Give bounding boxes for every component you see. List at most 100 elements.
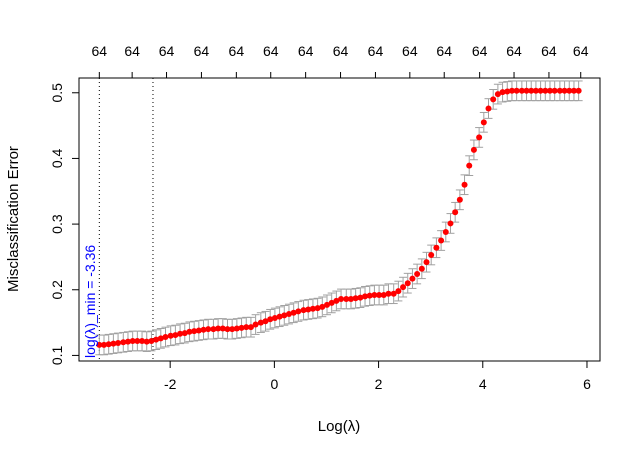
y-tick-label: 0.1 [49, 345, 65, 365]
data-point [300, 307, 307, 314]
top-tick-label: 64 [298, 43, 314, 59]
data-point [271, 314, 278, 321]
data-point [476, 134, 483, 141]
data-point [139, 337, 146, 344]
data-point [456, 196, 463, 203]
data-point [461, 181, 468, 188]
top-tick-label: 64 [229, 43, 245, 59]
top-tick-label: 64 [333, 43, 349, 59]
data-point [323, 301, 330, 308]
y-tick-label: 0.5 [49, 83, 65, 103]
data-point [357, 294, 364, 301]
error-bars [95, 80, 583, 356]
data-point [504, 88, 511, 95]
x-tick-label: -2 [164, 376, 177, 392]
data-point [257, 319, 264, 326]
data-point [238, 324, 245, 331]
lambda-min-annotation: log(λ)_min = -3.36 [82, 245, 98, 358]
data-point [508, 87, 515, 94]
data-point [153, 336, 160, 343]
x-tick-label: 0 [270, 376, 278, 392]
data-point [224, 326, 231, 333]
data-point [570, 87, 577, 94]
data-point [537, 87, 544, 94]
x-tick-label: 2 [375, 376, 383, 392]
data-point [276, 313, 283, 320]
top-tick-label: 64 [124, 43, 140, 59]
data-point [390, 290, 397, 297]
data-point [219, 325, 226, 332]
data-point [338, 295, 345, 302]
data-point [195, 327, 202, 334]
y-tick-label: 0.3 [49, 214, 65, 234]
data-point [333, 297, 340, 304]
data-point [328, 299, 335, 306]
top-tick-label: 64 [541, 43, 557, 59]
data-point [172, 332, 179, 339]
x-tick-label: 6 [583, 376, 591, 392]
data-point [191, 328, 198, 335]
plot-frame [78, 77, 601, 362]
data-point [518, 87, 525, 94]
data-point [143, 338, 150, 345]
data-point [295, 308, 302, 315]
data-point [252, 321, 259, 328]
reference-lines [98, 78, 154, 361]
data-point [347, 295, 354, 302]
y-tick-label: 0.2 [49, 280, 65, 300]
data-point [452, 209, 459, 216]
data-point [229, 326, 236, 333]
data-point [433, 244, 440, 251]
data-point [120, 339, 127, 346]
data-point [366, 292, 373, 299]
data-point [210, 326, 217, 333]
data-point [352, 295, 359, 302]
data-point [101, 341, 108, 348]
data-point [200, 326, 207, 333]
data-point [167, 332, 174, 339]
data-point [566, 87, 573, 94]
data-point [385, 290, 392, 297]
data-point [96, 341, 103, 348]
y-axis-label: Misclassification Error [5, 146, 22, 292]
data-point [243, 324, 250, 331]
data-point [428, 251, 435, 258]
data-point [575, 87, 582, 94]
data-point [423, 259, 430, 266]
data-point [438, 237, 445, 244]
data-point [561, 87, 568, 94]
data-point [532, 87, 539, 94]
data-point [267, 316, 274, 323]
top-tick-label: 64 [402, 43, 418, 59]
data-point [262, 318, 269, 325]
data-point [362, 293, 369, 300]
data-point [177, 330, 184, 337]
y-tick-label: 0.4 [49, 148, 65, 168]
top-tick-label: 64 [263, 43, 279, 59]
top-tick-label: 64 [436, 43, 452, 59]
data-point [124, 338, 131, 345]
data-point [314, 305, 321, 312]
top-tick-label: 64 [92, 43, 108, 59]
data-points [96, 87, 582, 348]
data-point [442, 228, 449, 235]
data-point [395, 288, 402, 295]
data-point [480, 119, 487, 126]
data-point [513, 87, 520, 94]
top-tick-label: 64 [573, 43, 589, 59]
data-point [542, 87, 549, 94]
top-tick-label: 64 [194, 43, 210, 59]
x-axis: -2 0 2 4 6 [164, 360, 591, 392]
data-point [409, 275, 416, 282]
data-point [110, 340, 117, 347]
top-tick-label: 64 [506, 43, 522, 59]
data-point [400, 284, 407, 291]
data-point [404, 280, 411, 287]
y-axis: 0.1 0.2 0.3 0.4 0.5 [49, 83, 80, 365]
data-point [115, 339, 122, 346]
data-point [134, 337, 141, 344]
data-point [148, 337, 155, 344]
data-point [523, 87, 530, 94]
data-point [162, 334, 169, 341]
data-point [556, 87, 563, 94]
